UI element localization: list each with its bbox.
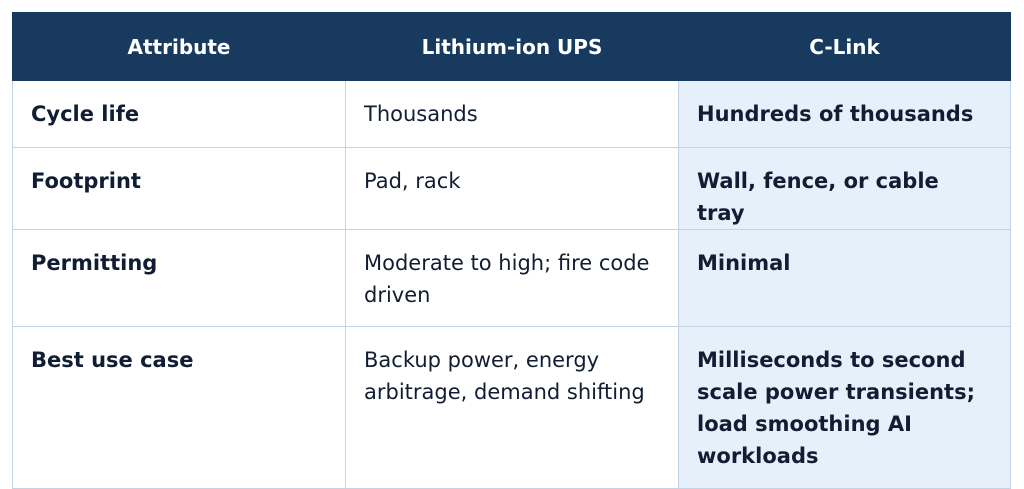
cell-c-link: Wall, fence, or cable tray [678,147,1011,230]
header-lithium-ion-ups: Lithium-ion UPS [345,12,679,81]
cell-lithium-ion: Moderate to high; fire code driven [345,229,679,327]
header-row: Attribute Lithium-ion UPS C-Link [12,12,1011,81]
header-c-link: C-Link [678,12,1011,81]
cell-c-link: Milliseconds to second scale power trans… [678,326,1011,489]
table-row: Permitting Moderate to high; fire code d… [12,229,1011,327]
cell-lithium-ion: Backup power, energy arbitrage, demand s… [345,326,679,489]
cell-attribute: Best use case [12,326,346,489]
cell-c-link: Minimal [678,229,1011,327]
cell-c-link: Hundreds of thousands [678,80,1011,148]
header-attribute: Attribute [12,12,346,81]
comparison-table: Attribute Lithium-ion UPS C-Link Cycle l… [12,12,1011,489]
cell-attribute: Cycle life [12,80,346,148]
table-body: Cycle life Thousands Hundreds of thousan… [12,80,1011,489]
comparison-table-container: Attribute Lithium-ion UPS C-Link Cycle l… [12,12,1011,489]
cell-attribute: Footprint [12,147,346,230]
cell-attribute: Permitting [12,229,346,327]
table-header: Attribute Lithium-ion UPS C-Link [12,12,1011,81]
cell-lithium-ion: Pad, rack [345,147,679,230]
cell-lithium-ion: Thousands [345,80,679,148]
table-row: Best use case Backup power, energy arbit… [12,326,1011,489]
table-row: Footprint Pad, rack Wall, fence, or cabl… [12,147,1011,230]
table-row: Cycle life Thousands Hundreds of thousan… [12,80,1011,148]
